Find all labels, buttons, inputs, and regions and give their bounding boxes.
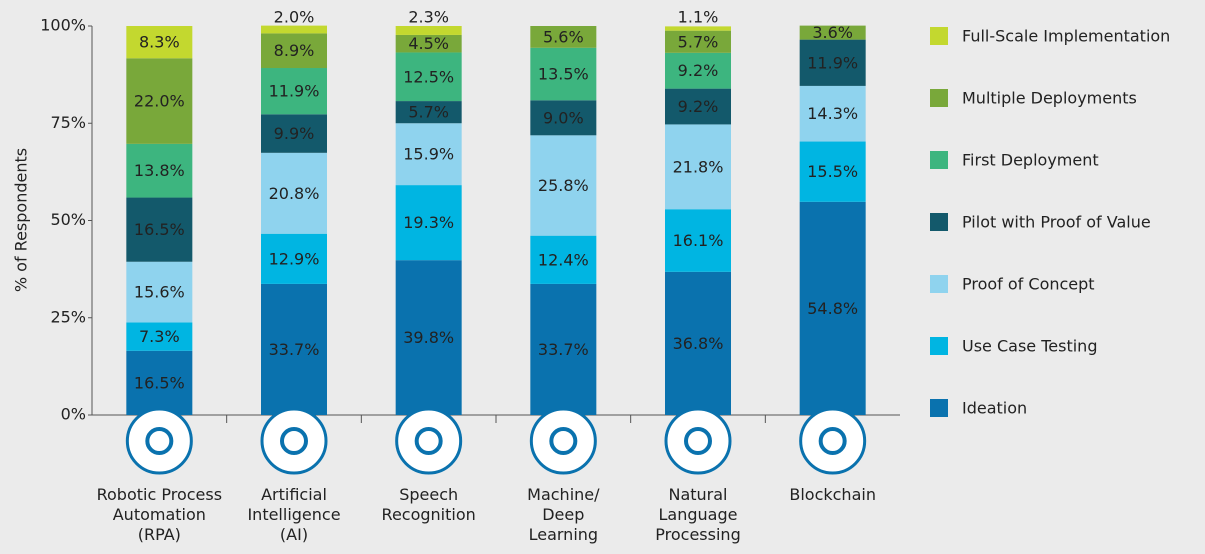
data-label: 5.7% — [678, 32, 719, 51]
data-label: 3.6% — [812, 23, 853, 42]
legend-swatch — [930, 89, 948, 107]
legend-swatch — [930, 213, 948, 231]
data-label: 25.8% — [538, 176, 589, 195]
category-icon — [397, 409, 461, 473]
data-label: 9.9% — [274, 124, 315, 143]
data-label: 7.3% — [139, 327, 180, 346]
x-tick-label-line: Processing — [655, 525, 740, 544]
y-tick-label: 25% — [50, 307, 86, 326]
x-tick-label: NaturalLanguageProcessing — [655, 485, 740, 544]
data-label: 20.8% — [269, 184, 320, 203]
data-label: 8.3% — [139, 33, 180, 52]
data-label: 5.7% — [408, 103, 449, 122]
x-tick-label-line: Natural — [668, 485, 727, 504]
bar-segment — [396, 26, 462, 35]
x-tick-label-line: Artificial — [261, 485, 327, 504]
legend-swatch — [930, 337, 948, 355]
data-label: 16.5% — [134, 373, 185, 392]
legend-label: Pilot with Proof of Value — [962, 213, 1151, 232]
data-label: 54.8% — [807, 299, 858, 318]
data-label: 12.4% — [538, 250, 589, 269]
data-label: 1.1% — [678, 8, 719, 27]
data-label: 2.0% — [274, 8, 315, 27]
x-tick-label-line: (RPA) — [138, 525, 181, 544]
data-label: 2.3% — [408, 8, 449, 27]
x-tick-label-line: Recognition — [382, 505, 476, 524]
data-label: 33.7% — [269, 340, 320, 359]
data-label: 14.3% — [807, 104, 858, 123]
data-label: 9.2% — [678, 97, 719, 116]
legend-swatch — [930, 275, 948, 293]
y-tick-label: 0% — [61, 405, 86, 424]
data-label: 36.8% — [673, 334, 724, 353]
legend-swatch — [930, 151, 948, 169]
chart: % of Respondents 0% 25% 50% 75% 100% 16.5% 7.3… — [0, 0, 1205, 554]
data-label: 22.0% — [134, 92, 185, 111]
data-label: 15.5% — [807, 162, 858, 181]
data-label: 39.8% — [403, 328, 454, 347]
data-label: 9.0% — [543, 108, 584, 127]
x-tick-label-line: Robotic Process — [97, 485, 222, 504]
data-label: 21.8% — [673, 157, 724, 176]
x-tick-label-line: Machine/ — [527, 485, 600, 504]
data-label: 8.9% — [274, 41, 315, 60]
x-tick-label-line: Deep — [542, 505, 584, 524]
data-label: 11.9% — [807, 53, 858, 72]
x-tick-label-line: Intelligence — [247, 505, 340, 524]
data-label: 13.5% — [538, 65, 589, 84]
bar-segment — [665, 26, 731, 30]
data-label: 9.2% — [678, 61, 719, 80]
data-label: 5.6% — [543, 27, 584, 46]
legend-swatch — [930, 27, 948, 45]
category-icon — [262, 409, 326, 473]
legend-label: Proof of Concept — [962, 275, 1095, 294]
legend-swatch — [930, 399, 948, 417]
x-tick-label-line: Language — [659, 505, 738, 524]
x-tick-label-line: Automation — [113, 505, 206, 524]
x-tick-label-line: Blockchain — [789, 485, 876, 504]
category-icon — [666, 409, 730, 473]
data-label: 33.7% — [538, 340, 589, 359]
data-label: 11.9% — [269, 82, 320, 101]
x-tick-label: Blockchain — [789, 485, 876, 504]
data-label: 19.3% — [403, 213, 454, 232]
x-tick-label-line: (AI) — [280, 525, 308, 544]
y-tick-label: 50% — [50, 210, 86, 229]
bar-segment — [261, 26, 327, 34]
category-icon — [127, 409, 191, 473]
category-icon — [801, 409, 865, 473]
data-label: 15.9% — [403, 145, 454, 164]
y-tick-label: 75% — [50, 113, 86, 132]
data-label: 12.5% — [403, 67, 454, 86]
data-label: 13.8% — [134, 161, 185, 180]
category-icon — [531, 409, 595, 473]
data-label: 16.5% — [134, 220, 185, 239]
data-label: 12.9% — [269, 249, 320, 268]
x-tick-label-line: Learning — [529, 525, 598, 544]
x-tick-label-line: Speech — [399, 485, 458, 504]
legend-label: Full-Scale Implementation — [962, 27, 1170, 46]
legend-label: Ideation — [962, 399, 1027, 418]
x-tick-label: Machine/DeepLearning — [527, 485, 600, 544]
legend-label: Multiple Deployments — [962, 89, 1137, 108]
data-label: 15.6% — [134, 283, 185, 302]
legend-label: First Deployment — [962, 151, 1099, 170]
data-label: 16.1% — [673, 231, 724, 250]
y-axis-label: % of Respondents — [12, 148, 31, 292]
y-tick-label: 100% — [40, 16, 86, 35]
legend-label: Use Case Testing — [962, 337, 1097, 356]
data-label: 4.5% — [408, 34, 449, 53]
